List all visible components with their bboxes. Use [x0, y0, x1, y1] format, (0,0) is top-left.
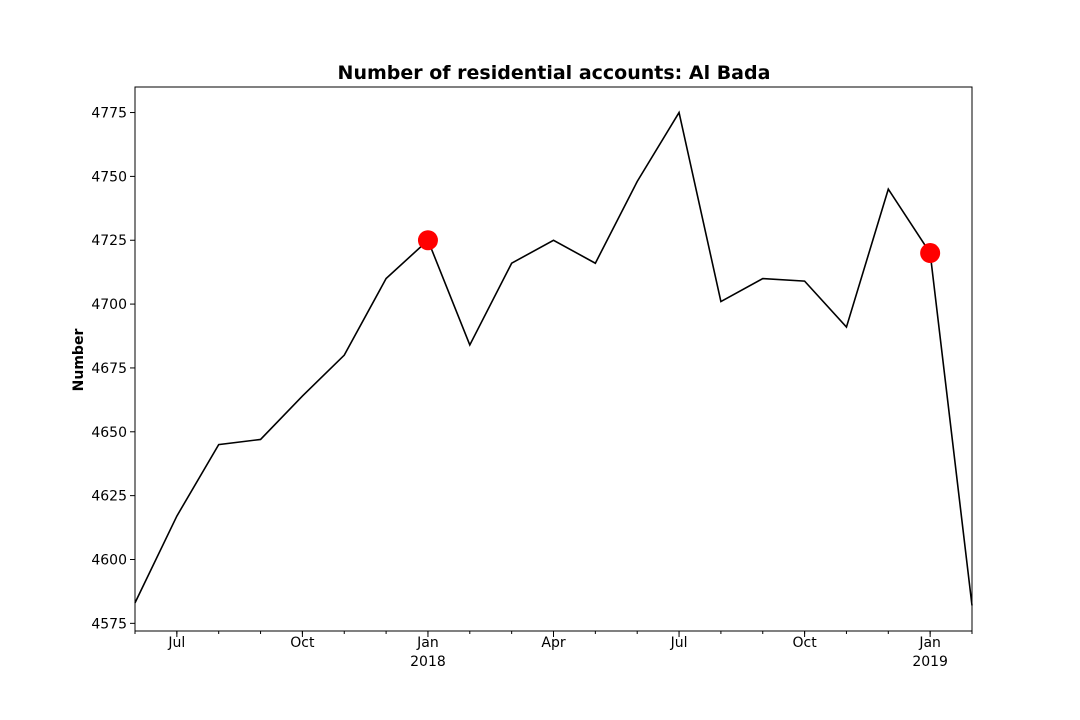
- x-tick-label: Apr: [541, 635, 565, 651]
- y-tick-label: 4650: [91, 425, 127, 441]
- y-tick-label: 4625: [91, 489, 127, 505]
- y-tick-label: 4750: [91, 169, 127, 185]
- y-tick-label: 4575: [91, 616, 127, 632]
- y-tick-label: 4600: [91, 552, 127, 568]
- series-group: [134, 110, 973, 606]
- y-tick-label: 4675: [91, 361, 127, 377]
- x-tick-label: Jul: [670, 635, 688, 651]
- y-tick-label: 4775: [91, 106, 127, 122]
- highlight-point: [920, 243, 941, 264]
- y-axis-label: Number: [71, 329, 87, 392]
- highlight-point: [417, 230, 438, 251]
- series-line: [134, 110, 973, 606]
- x-tick-label: Oct: [792, 635, 817, 651]
- x-tick-label: Jan: [416, 635, 439, 651]
- x-tick-label: Oct: [290, 635, 315, 651]
- x-tick-label: Jan: [918, 635, 941, 651]
- x-tick-year-label: 2018: [410, 654, 446, 670]
- highlight-group: [417, 230, 941, 264]
- x-tick-year-label: 2019: [912, 654, 948, 670]
- y-tick-label: 4725: [91, 233, 127, 249]
- y-tick-label: 4700: [91, 297, 127, 313]
- plot-frame: [134, 86, 973, 632]
- axis-ticks: 4575 4600 4625 4650 4675 4700 4725 4750 4775 Jul O…: [91, 106, 973, 670]
- x-tick-label: Jul: [167, 635, 185, 651]
- chart-title: Number of residential accounts: Al Bada: [338, 62, 771, 84]
